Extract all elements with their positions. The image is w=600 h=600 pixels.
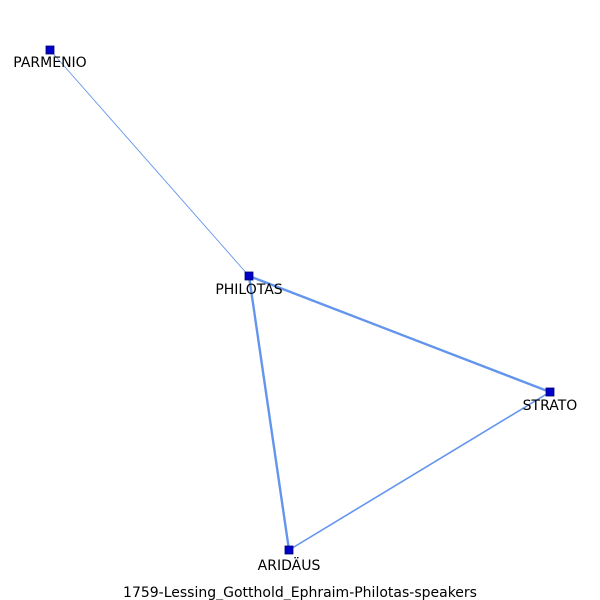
node-philotas [244, 271, 254, 281]
node-parmenio [45, 45, 55, 55]
edges-layer [49, 49, 551, 551]
node-aridaeus [284, 545, 294, 555]
node-label-philotas: PHILOTAS [215, 282, 282, 298]
node-label-strato: STRATO [523, 398, 578, 414]
node-label-parmenio: PARMENIO [13, 55, 86, 71]
labels-layer: PARMENIO PHILOTAS STRATO ARIDÄUS [13, 55, 577, 574]
diagram-caption: 1759-Lessing_Gotthold_Ephraim-Philotas-s… [123, 585, 477, 600]
edge-philotas-strato [248, 274, 551, 394]
node-strato [545, 387, 555, 397]
edge-parmenio-philotas [49, 49, 250, 277]
edge-strato-aridaeus [288, 391, 551, 551]
node-label-aridaeus: ARIDÄUS [258, 556, 321, 574]
nodes-layer [45, 45, 555, 555]
edge-philotas-aridaeus [247, 275, 291, 551]
